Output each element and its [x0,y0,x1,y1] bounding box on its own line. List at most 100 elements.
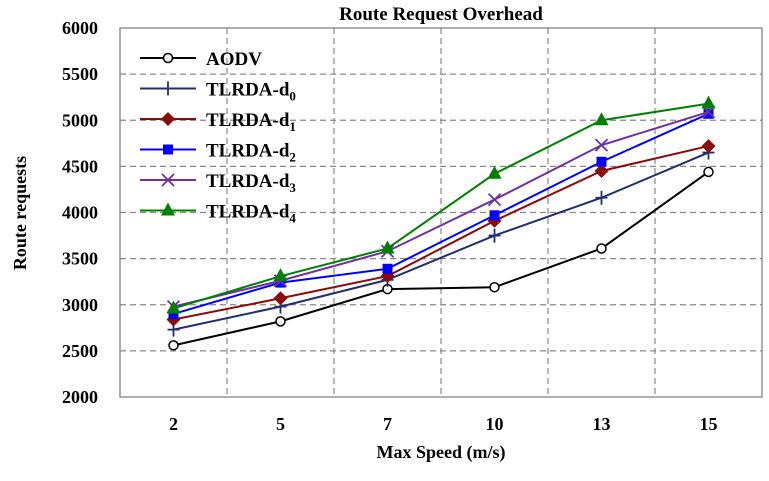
marker-shape [273,291,288,306]
marker-shape [488,228,501,243]
x-tick-label: 10 [486,414,504,434]
marker-shape [162,52,174,64]
legend-item: TLRDA-d0 [140,80,296,104]
series-group [166,95,716,351]
series-tlrda-d1 [166,139,716,327]
data-point [168,308,179,319]
marker-shape [596,243,607,254]
legend-label: AODV [206,49,262,70]
marker-shape [594,138,609,152]
y-tick-label: 2000 [62,387,98,407]
legend-item: TLRDA-d1 [140,110,296,134]
y-axis: 2000 2500 3000 3500 4000 4500 5000 5500 6000 [62,18,98,407]
data-point [595,190,608,205]
y-tick-label: 3000 [62,295,98,315]
marker-shape [382,263,393,274]
series-tlrda-d3 [166,105,716,314]
legend-marker [161,173,175,187]
y-tick-label: 4000 [62,203,98,223]
data-point [273,291,288,306]
plot-area-border [119,27,763,398]
x-axis: 2 5 7 10 13 15 [169,414,718,434]
marker-shape [275,277,286,288]
marker-shape [594,112,609,126]
marker-shape [273,268,288,282]
legend: AODV TLRDA-d0 TLRDA-d1 TLRDA-d2 TLRDA-d3 TLRD… [140,49,296,226]
marker-shape [161,173,175,187]
marker-shape [703,108,714,119]
x-tick-label: 13 [593,414,611,434]
data-point [382,263,393,274]
marker-shape [380,240,395,254]
data-point [703,166,714,178]
marker-shape [489,210,500,221]
data-point [701,95,716,109]
y-tick-label: 5500 [62,64,98,84]
marker-shape [703,166,714,178]
y-tick-label: 2500 [62,341,98,361]
marker-shape [701,95,716,109]
data-point [487,192,502,207]
series-tlrda-d4 [166,95,716,314]
legend-marker [162,81,174,96]
series-line [173,112,709,315]
data-point [380,240,395,254]
x-axis-label: Max Speed (m/s) [377,442,506,463]
x-tick-label: 15 [700,414,718,434]
marker-shape [595,190,608,205]
x-tick-label: 2 [169,414,178,434]
series-line [173,151,709,331]
legend-label: TLRDA-d1 [206,110,296,134]
marker-shape [163,144,173,155]
series-line [173,171,710,347]
legend-marker [161,112,175,126]
data-point [596,243,607,254]
legend-label: TLRDA-d3 [206,171,296,195]
y-tick-label: 6000 [62,18,98,38]
data-point [275,277,286,288]
marker-shape [161,202,175,216]
y-tick-label: 4500 [62,156,98,176]
marker-shape [701,139,716,154]
marker-shape [489,281,500,293]
legend-item: TLRDA-d2 [140,141,296,165]
data-point [273,268,288,282]
series-line [173,102,709,310]
legend-marker [163,144,173,155]
data-point [275,316,286,327]
legend-label: TLRDA-d2 [206,141,296,165]
series-aodv [168,166,714,351]
marker-shape [275,316,286,327]
data-point [168,340,179,351]
series-tlrda-d2 [168,108,714,319]
data-point [488,228,501,243]
marker-shape [166,300,181,314]
data-point [703,108,714,119]
legend-item: AODV [140,49,262,70]
data-point [596,156,607,167]
y-tick-label: 5000 [62,110,98,130]
marker-shape [161,112,175,126]
marker-shape [168,340,179,351]
marker-shape [162,81,174,96]
legend-item: TLRDA-d3 [140,171,296,195]
data-point [701,139,716,154]
legend-item: TLRDA-d4 [140,202,296,226]
marker-shape [594,163,609,178]
x-tick-label: 5 [276,414,285,434]
y-axis-label: Route requests [10,156,30,270]
data-point [594,138,609,152]
marker-shape [487,165,502,179]
series-line [173,145,709,321]
data-point [166,300,181,314]
legend-label: TLRDA-d4 [206,202,296,226]
legend-label: TLRDA-d0 [206,80,296,104]
grid [119,27,763,398]
data-point [487,165,502,179]
marker-shape [168,308,179,319]
legend-marker [161,202,175,216]
chart-title: Route Request Overhead [339,4,543,25]
legend-marker [162,52,174,64]
data-point [594,163,609,178]
